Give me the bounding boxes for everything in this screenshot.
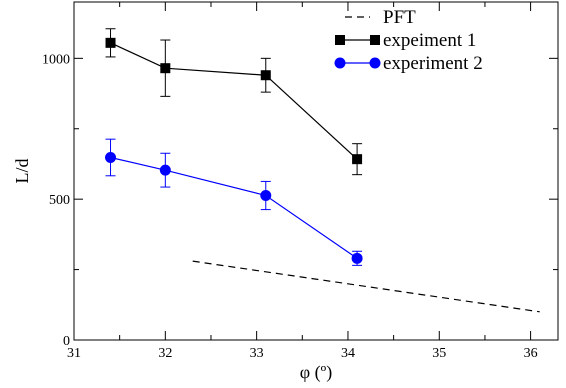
legend-label: expeiment 1 — [383, 30, 476, 51]
legend-item-2: experiment 2 — [334, 53, 483, 74]
legend-swatch-marker — [369, 57, 381, 69]
x-axis-title: φ (º) — [300, 362, 332, 383]
series-layer — [105, 28, 540, 313]
series-1 — [105, 28, 363, 176]
y-axis-title: L/d — [12, 159, 32, 184]
data-point — [352, 154, 363, 165]
data-point — [105, 151, 117, 163]
series-line — [110, 156, 358, 259]
legend-item-0: PFT — [345, 7, 416, 28]
axis-ticks — [73, 2, 558, 341]
data-point — [105, 37, 116, 48]
axis-tick-labels: 31 32 33 34 35 36 0 500 1000 — [42, 52, 538, 361]
series-line — [110, 42, 358, 160]
legend-label: PFT — [383, 7, 416, 28]
legend-label: experiment 2 — [383, 53, 483, 74]
series-line — [192, 260, 540, 313]
legend-swatch-marker — [370, 35, 380, 45]
y-tick-label: 500 — [49, 193, 70, 208]
legend-item-1: expeiment 1 — [335, 30, 476, 51]
series-0 — [192, 260, 540, 313]
data-point — [159, 164, 171, 176]
x-tick-label: 34 — [341, 346, 355, 361]
x-tick-label: 32 — [158, 346, 172, 361]
y-tick-label: 1000 — [42, 52, 70, 67]
data-point — [260, 190, 272, 202]
data-point — [351, 252, 363, 264]
data-point — [260, 70, 271, 81]
data-point — [160, 63, 171, 74]
legend-swatch-marker — [334, 57, 346, 69]
plot-frame — [73, 1, 559, 341]
y-tick-label: 0 — [63, 334, 70, 349]
x-tick-label: 35 — [432, 346, 446, 361]
x-tick-label: 33 — [250, 346, 264, 361]
x-tick-label: 36 — [524, 346, 538, 361]
x-tick-label: 31 — [67, 346, 81, 361]
series-2 — [105, 138, 363, 266]
legend-swatch-marker — [335, 35, 345, 45]
